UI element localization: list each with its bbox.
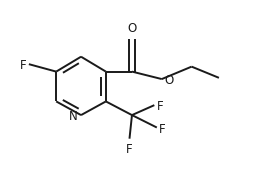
- Text: N: N: [69, 110, 78, 123]
- Text: O: O: [164, 74, 173, 87]
- Text: F: F: [126, 143, 133, 156]
- Text: O: O: [127, 22, 137, 35]
- Text: F: F: [157, 100, 163, 113]
- Text: F: F: [20, 59, 27, 72]
- Text: F: F: [159, 122, 166, 135]
